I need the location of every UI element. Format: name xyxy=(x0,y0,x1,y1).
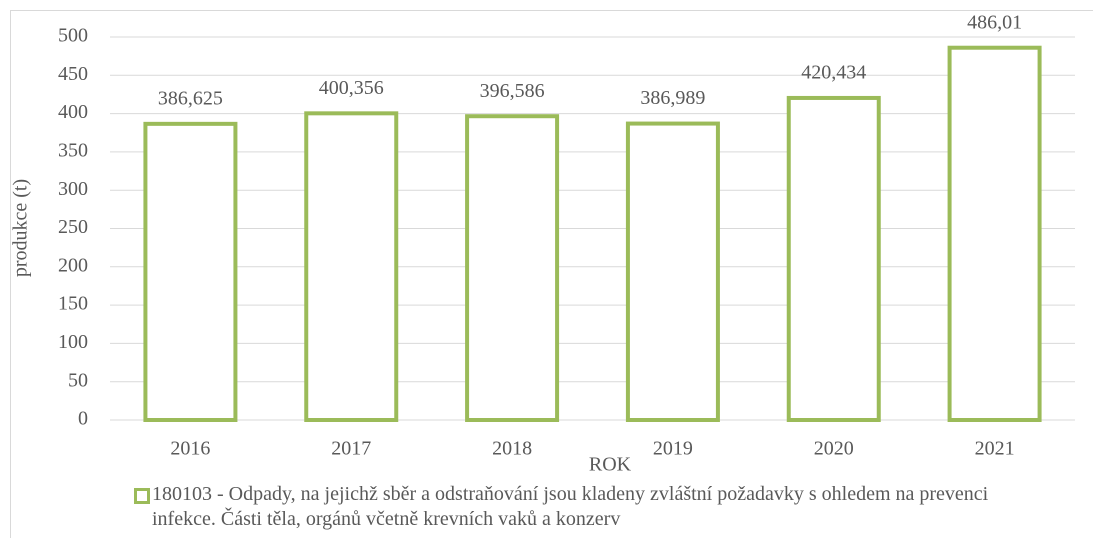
data-label: 486,01 xyxy=(967,11,1022,33)
y-tick-label: 300 xyxy=(58,178,88,200)
y-tick-label: 0 xyxy=(78,408,88,430)
bar xyxy=(786,95,881,422)
bar xyxy=(947,45,1042,422)
bar xyxy=(465,114,560,423)
data-label: 386,989 xyxy=(640,87,705,109)
y-tick-label: 450 xyxy=(58,63,88,85)
y-tick-label: 350 xyxy=(58,139,88,161)
bar xyxy=(304,111,399,422)
x-tick-label: 2020 xyxy=(814,438,854,460)
data-label: 386,625 xyxy=(158,87,223,109)
bar xyxy=(625,121,720,422)
legend-marker xyxy=(134,488,150,504)
y-axis-label: produkce (t) xyxy=(10,179,32,277)
data-label: 400,356 xyxy=(319,77,384,99)
x-tick-label: 2019 xyxy=(653,438,693,460)
bar xyxy=(143,121,238,423)
y-tick-label: 200 xyxy=(58,254,88,276)
x-tick-label: 2018 xyxy=(492,438,532,460)
x-tick-label: 2016 xyxy=(170,438,210,460)
legend-label: 180103 - Odpady, na jejichž sběr a odstr… xyxy=(152,483,989,530)
y-tick-label: 50 xyxy=(68,369,88,391)
x-axis-label: ROK xyxy=(589,454,632,476)
y-tick-label: 150 xyxy=(58,293,88,315)
data-label: 420,434 xyxy=(801,62,866,84)
data-label: 396,586 xyxy=(480,80,545,102)
y-tick-label: 500 xyxy=(58,25,88,47)
x-tick-label: 2017 xyxy=(331,438,371,460)
y-tick-label: 250 xyxy=(58,216,88,238)
y-tick-label: 400 xyxy=(58,101,88,123)
y-tick-label: 100 xyxy=(58,331,88,353)
x-tick-label: 2021 xyxy=(975,438,1015,460)
chart-frame xyxy=(10,10,1093,538)
